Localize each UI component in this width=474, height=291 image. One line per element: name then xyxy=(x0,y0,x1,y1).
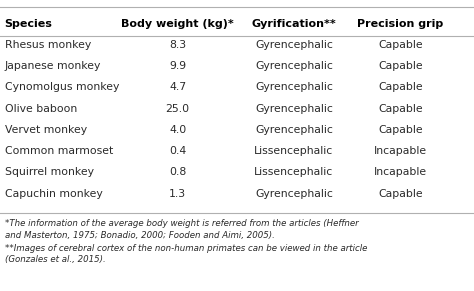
Text: Common marmoset: Common marmoset xyxy=(5,146,113,156)
Text: *The information of the average body weight is referred from the articles (Heffn: *The information of the average body wei… xyxy=(5,219,358,239)
Text: Incapable: Incapable xyxy=(374,146,427,156)
Text: Capable: Capable xyxy=(378,61,423,71)
Text: Capable: Capable xyxy=(378,104,423,113)
Text: Vervet monkey: Vervet monkey xyxy=(5,125,87,135)
Text: Lissencephalic: Lissencephalic xyxy=(254,167,334,177)
Text: 4.7: 4.7 xyxy=(169,82,186,92)
Text: Gyrencephalic: Gyrencephalic xyxy=(255,82,333,92)
Text: Body weight (kg)*: Body weight (kg)* xyxy=(121,19,234,29)
Text: Capable: Capable xyxy=(378,125,423,135)
Text: 8.3: 8.3 xyxy=(169,40,186,50)
Text: Gyrencephalic: Gyrencephalic xyxy=(255,189,333,198)
Text: Cynomolgus monkey: Cynomolgus monkey xyxy=(5,82,119,92)
Text: Squirrel monkey: Squirrel monkey xyxy=(5,167,94,177)
Text: Incapable: Incapable xyxy=(374,167,427,177)
Text: 0.8: 0.8 xyxy=(169,167,186,177)
Text: Lissencephalic: Lissencephalic xyxy=(254,146,334,156)
Text: Gyrencephalic: Gyrencephalic xyxy=(255,125,333,135)
Text: 25.0: 25.0 xyxy=(166,104,190,113)
Text: 1.3: 1.3 xyxy=(169,189,186,198)
Text: Gyrencephalic: Gyrencephalic xyxy=(255,104,333,113)
Text: Capable: Capable xyxy=(378,189,423,198)
Text: 0.4: 0.4 xyxy=(169,146,186,156)
Text: Capuchin monkey: Capuchin monkey xyxy=(5,189,102,198)
Text: Capable: Capable xyxy=(378,82,423,92)
Text: Olive baboon: Olive baboon xyxy=(5,104,77,113)
Text: Gyrencephalic: Gyrencephalic xyxy=(255,40,333,50)
Text: Precision grip: Precision grip xyxy=(357,19,444,29)
Text: Japanese monkey: Japanese monkey xyxy=(5,61,101,71)
Text: Species: Species xyxy=(5,19,53,29)
Text: Gyrification**: Gyrification** xyxy=(252,19,336,29)
Text: Rhesus monkey: Rhesus monkey xyxy=(5,40,91,50)
Text: 4.0: 4.0 xyxy=(169,125,186,135)
Text: Gyrencephalic: Gyrencephalic xyxy=(255,61,333,71)
Text: 9.9: 9.9 xyxy=(169,61,186,71)
Text: Capable: Capable xyxy=(378,40,423,50)
Text: **Images of cerebral cortex of the non-human primates can be viewed in the artic: **Images of cerebral cortex of the non-h… xyxy=(5,244,367,264)
